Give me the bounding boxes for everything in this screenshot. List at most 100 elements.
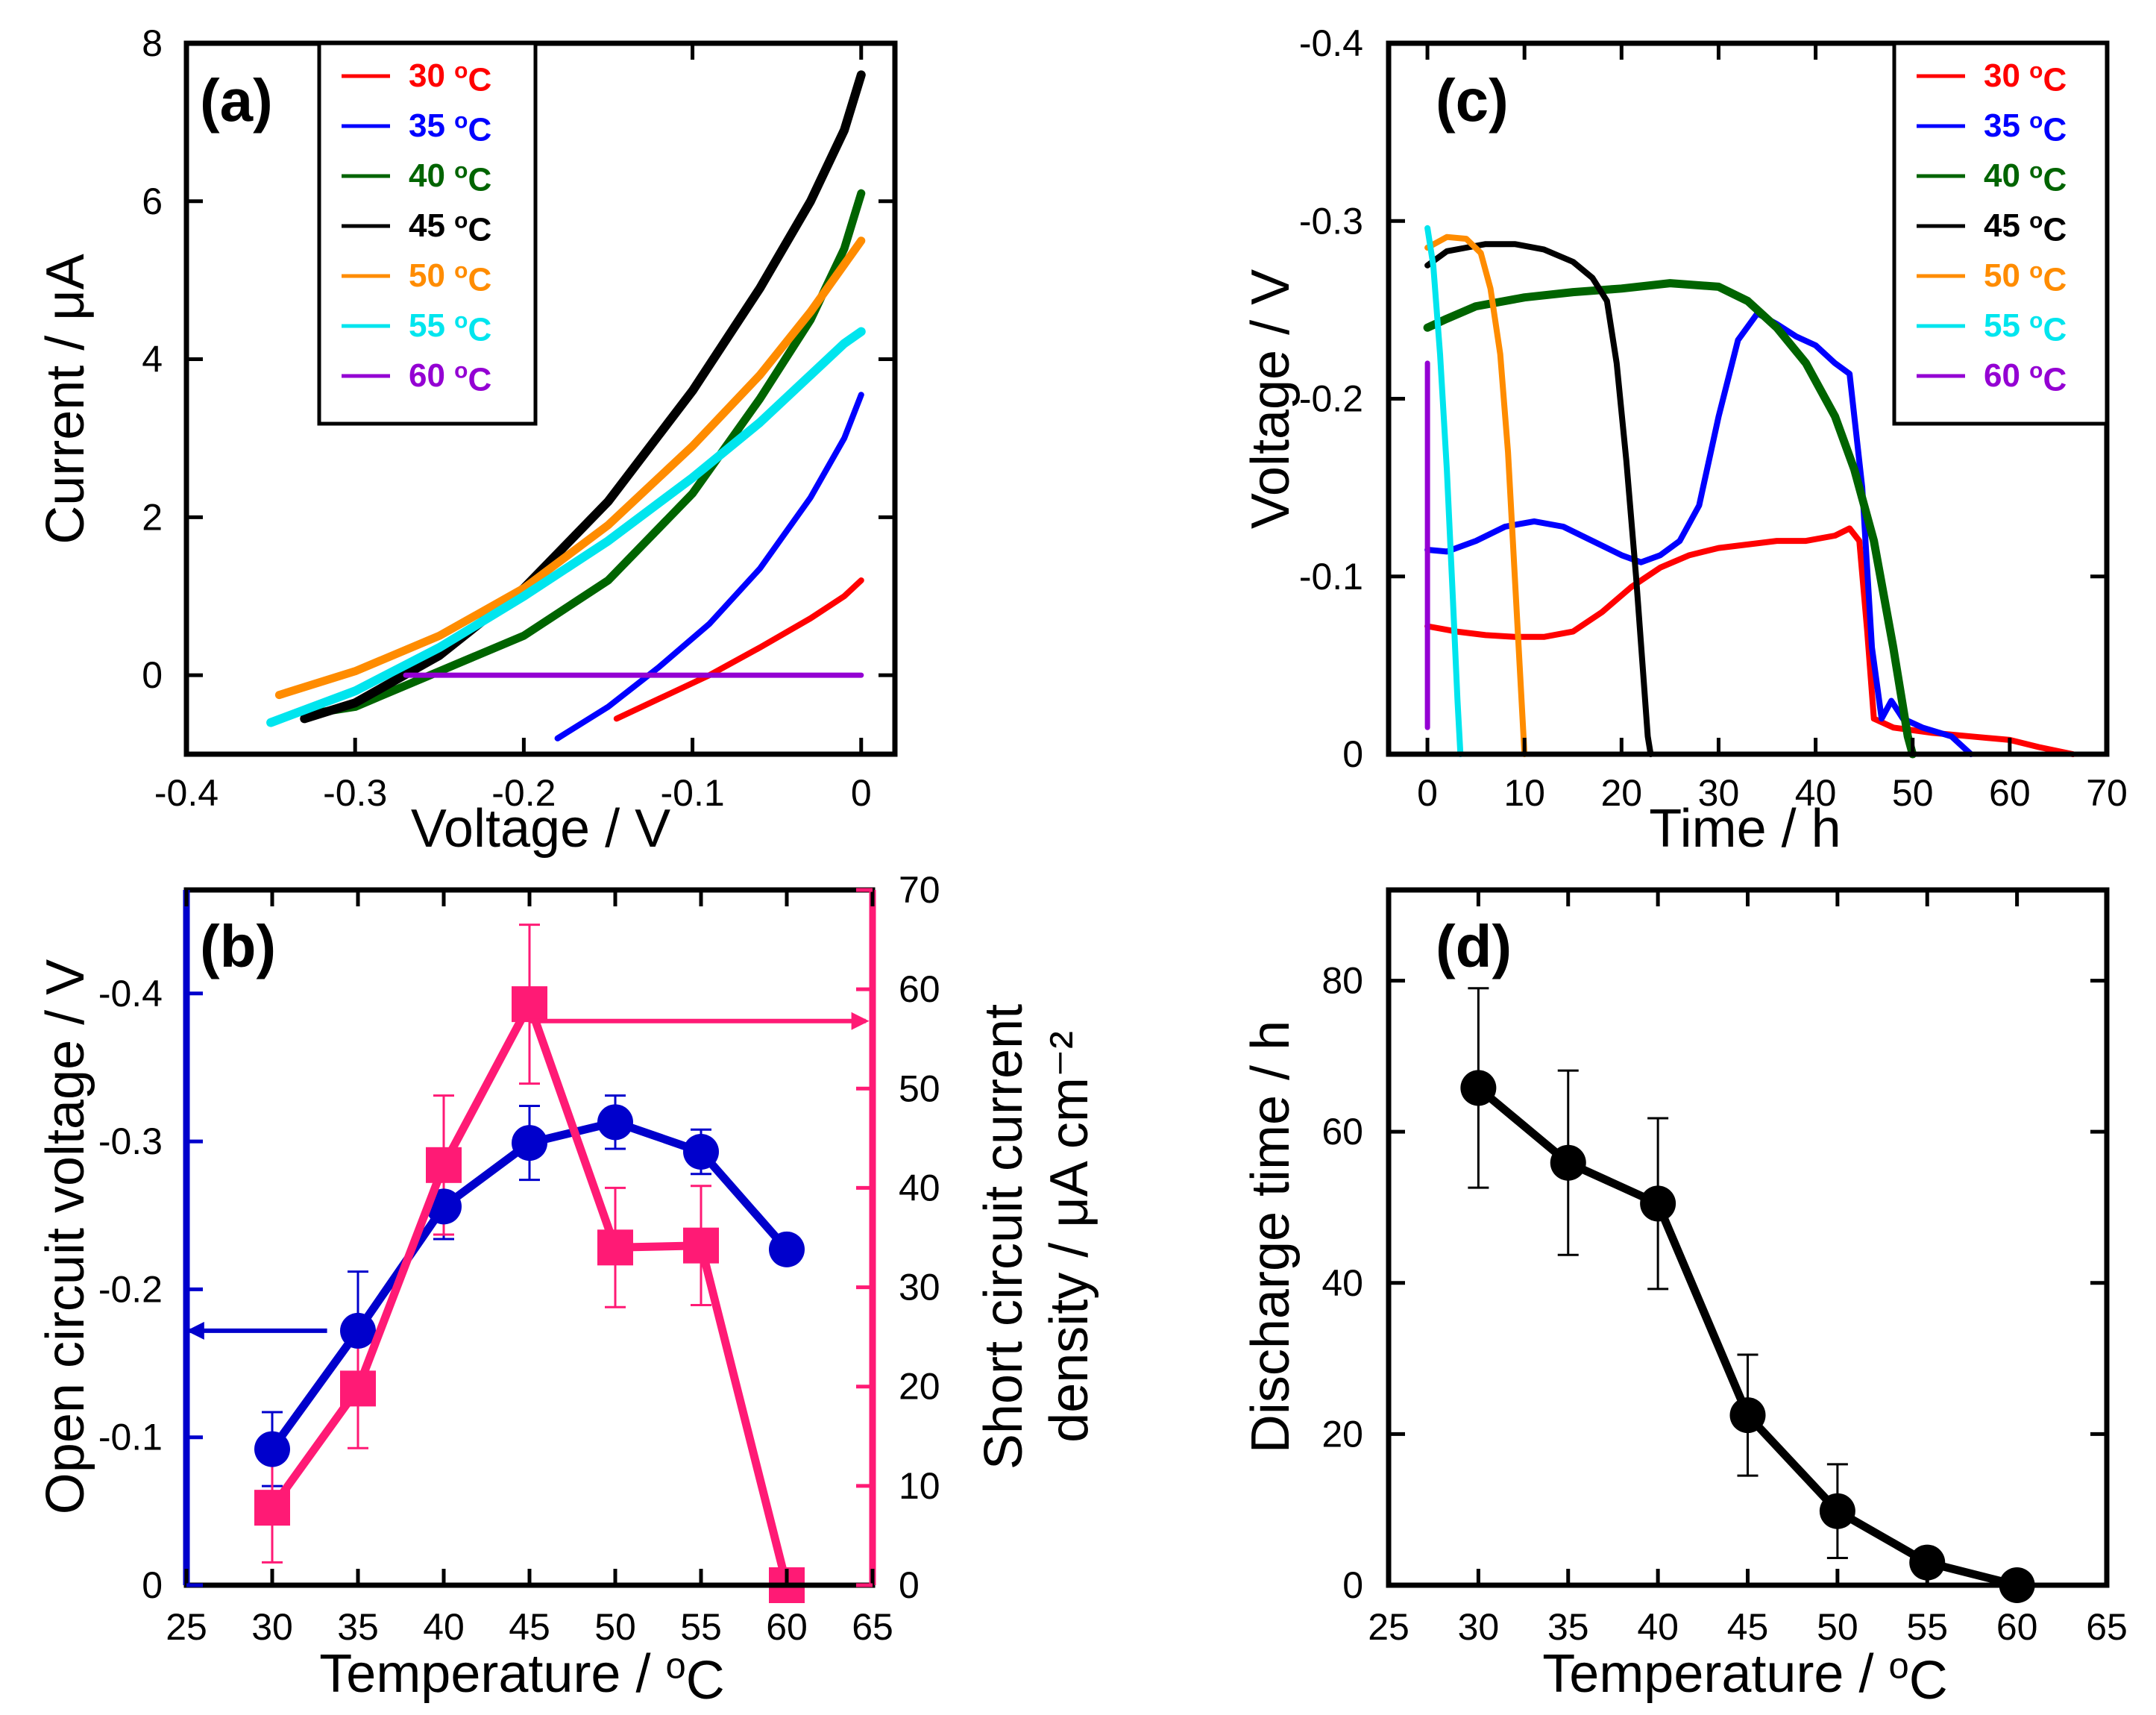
panel-c: 0 10 20 30 40 50 60 70 0 -0.1 -0.2 -0.3 -0.4 30 oC 35 … (1241, 22, 2128, 859)
y-axis-title: Voltage / V (1241, 269, 1301, 529)
y-tick-label: -0.4 (98, 973, 163, 1015)
legend-label: 35 oC (1984, 107, 2067, 148)
x-tick-label: 50 (1817, 1606, 1858, 1648)
plot-frame (183, 40, 898, 757)
y-tick-label: -0.1 (1299, 556, 1363, 598)
x-tick-label: 60 (1989, 772, 2031, 814)
y2-axis-title-line1: Short circuit current (974, 1004, 1034, 1470)
x-tick-label: 25 (166, 1606, 207, 1648)
x-tick-label: 40 (423, 1606, 465, 1648)
y2-tick-label: 20 (899, 1366, 940, 1408)
data-point (254, 1490, 290, 1526)
x-tick-label: -0.2 (491, 772, 556, 814)
legend-label: 30 oC (409, 57, 491, 98)
y-tick-label: 80 (1321, 960, 1363, 1002)
y2-tick-label: 50 (899, 1067, 940, 1109)
legend-box (317, 41, 538, 426)
series-line-2 (1423, 279, 1917, 759)
x-axis-title: Voltage / V (411, 799, 670, 859)
series-line-1 (268, 1000, 791, 1590)
x-tick-label: -0.4 (154, 772, 219, 814)
series-line-4 (274, 236, 866, 700)
y-tick-label: 2 (142, 496, 163, 538)
data-point (254, 1431, 290, 1467)
panel-label: (c) (1436, 67, 1509, 134)
y-axis-title: Current / μA (36, 254, 95, 545)
legend-label: 45 oC (1984, 207, 2067, 248)
y-tick-label: 20 (1321, 1413, 1363, 1455)
x-tick-label: 0 (851, 772, 872, 814)
x-tick-label: 0 (1417, 772, 1438, 814)
y-axis-title: Discharge time / h (1241, 1020, 1301, 1453)
x-tick-label: 45 (1727, 1606, 1769, 1648)
data-point (683, 1133, 719, 1170)
x-tick-label: 30 (251, 1606, 293, 1648)
x-tick-label: 70 (2086, 772, 2128, 814)
x-tick-label: 50 (1892, 772, 1934, 814)
x-axis-title: Temperature / oC (1542, 1644, 1947, 1711)
plot-frame (1386, 887, 2110, 1588)
data-point (512, 986, 547, 1023)
data-point (769, 1231, 805, 1267)
y-tick-label: 60 (1321, 1111, 1363, 1153)
panel-b: 25 30 35 40 45 50 55 60 650-0.1-0.2-0.3-0.401020… (36, 869, 1099, 1711)
y2-axis-title-line2: density / μA cm⁻² (1040, 1031, 1099, 1443)
x-tick-label: 30 (1458, 1606, 1500, 1648)
series-line-1 (554, 392, 864, 742)
y-tick-label: 0 (142, 1564, 163, 1606)
x-tick-label: 40 (1637, 1606, 1679, 1648)
y-tick-label: -0.1 (98, 1417, 163, 1458)
series-line-4 (1424, 233, 1528, 757)
y-tick-label: -0.3 (98, 1120, 163, 1162)
data-point (1909, 1544, 1946, 1581)
y-tick-label: -0.2 (98, 1268, 163, 1310)
y-tick-label: 6 (142, 181, 163, 222)
data-point (1729, 1397, 1766, 1434)
legend-label: 50 oC (1984, 257, 2067, 298)
y-axis-title: Open circuit voltage / V (36, 959, 95, 1514)
data-point (340, 1370, 376, 1407)
y-tick-label: 0 (1342, 733, 1363, 775)
x-tick-label: 35 (1547, 1606, 1589, 1648)
series-line-3 (1424, 241, 1654, 757)
y-tick-label: 4 (142, 339, 163, 380)
y-tick-label: -0.4 (1299, 22, 1363, 64)
legend-label: 50 oC (409, 257, 491, 298)
y2-tick-label: 10 (899, 1465, 940, 1507)
y-tick-label: -0.2 (1299, 378, 1363, 420)
y-tick-label: 8 (142, 22, 163, 64)
x-tick-label: 60 (1996, 1606, 2038, 1648)
panel-label: (b) (200, 913, 276, 979)
x-tick-label: 25 (1368, 1606, 1409, 1648)
legend-label: 40 oC (409, 157, 491, 198)
y2-tick-label: 70 (899, 869, 940, 911)
data-point (1819, 1493, 1855, 1529)
x-tick-label: 20 (1601, 772, 1643, 814)
x-tick-label: 50 (594, 1606, 636, 1648)
data-point (1550, 1144, 1586, 1181)
x-tick-label: 40 (1795, 772, 1837, 814)
x-tick-label: 10 (1503, 772, 1545, 814)
x-axis-title: Time / h (1649, 799, 1841, 859)
data-point (597, 1104, 633, 1141)
y2-tick-label: 60 (899, 968, 940, 1010)
y2-tick-label: 40 (899, 1167, 940, 1208)
x-tick-label: -0.3 (323, 772, 387, 814)
data-point (683, 1227, 719, 1264)
x-tick-label: 55 (1906, 1606, 1948, 1648)
x-tick-label: 65 (852, 1606, 893, 1648)
x-tick-label: 45 (509, 1606, 550, 1648)
legend-box (1892, 41, 2109, 426)
series-line-3 (300, 70, 866, 724)
data-point (512, 1125, 547, 1161)
panel-label: (d) (1436, 913, 1512, 979)
legend-label: 55 oC (1984, 307, 2067, 348)
x-tick-label: 60 (766, 1606, 808, 1648)
panel-d: 25 30 35 40 45 50 55 60 65 0 20 40 60 80 (d) Temperatur… (1241, 887, 2128, 1711)
legend-label: 30 oC (1984, 57, 2067, 98)
legend-label: 55 oC (409, 307, 491, 348)
y-tick-label: 0 (1342, 1564, 1363, 1606)
x-tick-label: -0.1 (660, 772, 724, 814)
y2-tick-label: 0 (899, 1564, 920, 1606)
y-tick-label: 40 (1321, 1262, 1363, 1304)
